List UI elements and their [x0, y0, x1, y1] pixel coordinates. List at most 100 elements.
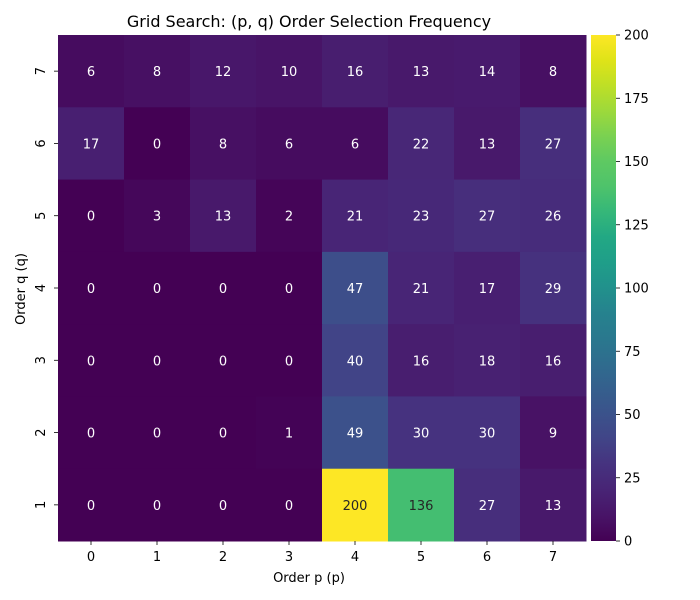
heatmap-cell: [190, 468, 257, 542]
heatmap-cell: [322, 251, 389, 325]
cell-value-label: 13: [479, 137, 496, 152]
colorbar-tick-label: 175: [624, 92, 649, 107]
heatmap-cell: [520, 396, 587, 470]
heatmap-cell: [322, 179, 389, 253]
heatmap-cell: [322, 324, 389, 397]
cell-value-label: 18: [479, 354, 496, 369]
y-axis-ticks: 7 6 5 4 3 2 1: [34, 67, 58, 509]
cell-value-label: 0: [153, 427, 161, 442]
heatmap-cell: [388, 251, 455, 325]
cell-value-label: 16: [347, 65, 364, 80]
cell-value-label: 2: [285, 210, 293, 225]
heatmap-cell: [58, 35, 125, 108]
heatmap-cell: [388, 396, 455, 470]
heatmap-cell: [322, 396, 389, 470]
cell-value-label: 200: [343, 499, 368, 514]
colorbar-tick-label: 100: [624, 282, 649, 297]
y-tick-label: 3: [34, 356, 49, 364]
cell-value-label: 22: [413, 137, 430, 152]
heatmap-cell: [124, 396, 191, 470]
cell-value-label: 0: [285, 282, 293, 297]
heatmap-cells: [58, 35, 587, 542]
cell-value-label: 17: [83, 137, 100, 152]
y-tick-label: 7: [34, 67, 49, 75]
heatmap-cell: [454, 179, 521, 253]
cell-value-label: 14: [479, 65, 496, 80]
colorbar-tick-label: 50: [624, 408, 641, 423]
x-axis-label: Order p (p): [273, 571, 345, 586]
cell-value-label: 0: [219, 499, 227, 514]
heatmap-cell: [322, 107, 389, 181]
heatmap-cell: [454, 35, 521, 108]
cell-value-label: 0: [219, 427, 227, 442]
heatmap-cell: [190, 107, 257, 181]
x-tick-label: 3: [285, 550, 293, 565]
cell-value-label: 21: [413, 282, 430, 297]
cell-value-label: 27: [545, 137, 562, 152]
heatmap-cell: [454, 396, 521, 470]
heatmap-cell: [520, 35, 587, 108]
cell-value-label: 49: [347, 427, 364, 442]
cell-value-label: 1: [285, 427, 293, 442]
cell-value-label: 0: [153, 354, 161, 369]
cell-value-label: 40: [347, 354, 364, 369]
cell-value-label: 8: [219, 137, 227, 152]
cell-value-label: 6: [87, 65, 95, 80]
heatmap-cell: [58, 179, 125, 253]
colorbar-tick-label: 150: [624, 155, 649, 170]
x-tick-label: 0: [87, 550, 95, 565]
cell-value-label: 6: [285, 137, 293, 152]
chart-title: Grid Search: (p, q) Order Selection Freq…: [127, 12, 491, 31]
cell-value-label: 8: [153, 65, 161, 80]
heatmap-cell: [520, 179, 587, 253]
cell-value-label: 47: [347, 282, 364, 297]
heatmap-cell: [124, 107, 191, 181]
colorbar-tick-label: 200: [624, 29, 649, 44]
y-axis-label: Order q (q): [14, 253, 29, 325]
cell-value-label: 6: [351, 137, 359, 152]
cell-value-label: 16: [545, 354, 562, 369]
heatmap-cell: [388, 179, 455, 253]
cell-value-label: 12: [215, 65, 232, 80]
cell-value-label: 136: [409, 499, 434, 514]
heatmap-cell: [454, 107, 521, 181]
cell-value-label: 0: [285, 354, 293, 369]
x-tick-label: 5: [417, 550, 425, 565]
heatmap-cell: [256, 468, 323, 542]
heatmap-cell: [190, 396, 257, 470]
heatmap-cell: [322, 468, 389, 542]
heatmap-cell: [58, 107, 125, 181]
y-tick-label: 5: [34, 212, 49, 220]
cell-value-labels: 6 8 12 10 16 13 14 817 0 8 6 6 22 13 270 3 13 2 21 23 27 260 0…: [83, 65, 562, 514]
y-tick-label: 2: [34, 428, 49, 436]
cell-value-label: 27: [479, 499, 496, 514]
heatmap-cell: [58, 396, 125, 470]
heatmap-cell: [256, 251, 323, 325]
cell-value-label: 0: [87, 282, 95, 297]
heatmap-cell: [256, 179, 323, 253]
y-tick-label: 4: [34, 284, 49, 292]
heatmap-cell: [256, 324, 323, 397]
x-tick-label: 1: [153, 550, 161, 565]
heatmap-cell: [388, 468, 455, 542]
x-tick-label: 7: [549, 550, 557, 565]
heatmap-cell: [388, 107, 455, 181]
heatmap-cell: [256, 396, 323, 470]
cell-value-label: 0: [219, 282, 227, 297]
heatmap-cell: [454, 251, 521, 325]
cell-value-label: 0: [87, 427, 95, 442]
cell-value-label: 0: [87, 210, 95, 225]
x-tick-label: 6: [483, 550, 491, 565]
cell-value-label: 0: [153, 137, 161, 152]
heatmap-cell: [124, 179, 191, 253]
heatmap-cell: [58, 468, 125, 542]
cell-value-label: 9: [549, 427, 557, 442]
heatmap-cell: [124, 468, 191, 542]
cell-value-label: 10: [281, 65, 298, 80]
cell-value-label: 3: [153, 210, 161, 225]
cell-value-label: 21: [347, 210, 364, 225]
heatmap-cell: [520, 107, 587, 181]
colorbar-tick-label: 75: [624, 345, 641, 360]
cell-value-label: 30: [413, 427, 430, 442]
